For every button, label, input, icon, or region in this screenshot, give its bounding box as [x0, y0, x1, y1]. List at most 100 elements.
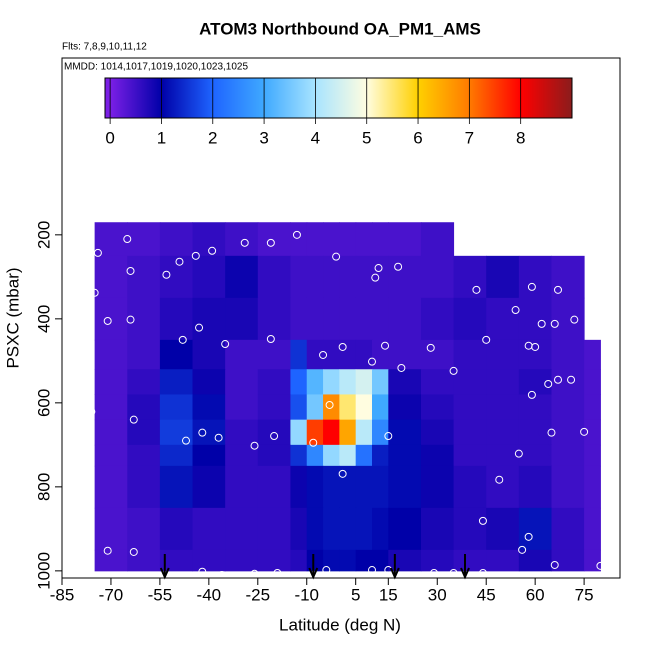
- colorbar-stripe: [357, 78, 359, 118]
- colorbar-stripe: [160, 78, 162, 118]
- observation-point: [394, 262, 403, 271]
- colorbar-stripe: [200, 78, 202, 118]
- colorbar-stripe: [185, 78, 187, 118]
- colorbar-stripe: [338, 78, 340, 118]
- colorbar-stripe: [458, 78, 460, 118]
- observation-point: [126, 266, 135, 275]
- colorbar-stripe: [225, 78, 227, 118]
- heatmap-cell: [453, 255, 487, 299]
- x-tick-label: -55: [148, 585, 173, 604]
- heatmap-cell: [306, 465, 324, 509]
- observation-point: [178, 335, 187, 344]
- colorbar-stripe: [466, 78, 468, 118]
- colorbar-stripe: [383, 78, 385, 118]
- colorbar-stripe: [404, 78, 406, 118]
- heatmap-cell: [453, 394, 487, 421]
- x-tick-label: -70: [99, 585, 124, 604]
- colorbar-stripe: [553, 78, 555, 118]
- colorbar-stripe: [377, 78, 379, 118]
- colorbar-stripe: [222, 78, 224, 118]
- colorbar-stripe: [304, 78, 306, 118]
- heatmap-cell: [372, 339, 389, 370]
- heatmap-cell: [257, 297, 291, 341]
- observation-point: [270, 432, 279, 441]
- heatmap-cell: [257, 369, 291, 395]
- heatmap-cell: [290, 297, 308, 341]
- observation-point: [580, 427, 589, 436]
- colorbar-stripe: [223, 78, 225, 118]
- colorbar-stripe: [442, 78, 444, 118]
- colorbar-stripe: [254, 78, 256, 118]
- colorbar-stripe: [494, 78, 496, 118]
- colorbar-stripe: [422, 78, 424, 118]
- observation-point: [524, 532, 533, 541]
- colorbar-stripe: [431, 78, 433, 118]
- colorbar-stripe: [564, 78, 566, 118]
- colorbar-stripe: [210, 78, 212, 118]
- colorbar-stripe: [297, 78, 299, 118]
- heatmap-cell: [420, 394, 455, 421]
- colorbar-stripe: [551, 78, 553, 118]
- heatmap-cell: [551, 339, 585, 370]
- colorbar-stripe: [378, 78, 380, 118]
- x-tick-label: -40: [197, 585, 222, 604]
- heatmap-cell: [127, 419, 161, 446]
- colorbar-stripe: [111, 78, 113, 118]
- colorbar-stripe: [434, 78, 436, 118]
- colorbar-stripe: [541, 78, 543, 118]
- colorbar-stripe: [509, 78, 511, 118]
- colorbar-stripe: [307, 78, 309, 118]
- colorbar-stripe: [110, 78, 112, 118]
- observation-point: [518, 545, 527, 554]
- colorbar-stripe: [353, 78, 355, 118]
- colorbar-stripe: [158, 78, 160, 118]
- heatmap-cell: [159, 465, 194, 509]
- heatmap-cell: [290, 444, 308, 467]
- colorbar-stripe: [171, 78, 173, 118]
- colorbar-stripe: [317, 78, 319, 118]
- colorbar-stripe: [136, 78, 138, 118]
- colorbar-stripe: [119, 78, 121, 118]
- colorbar-stripe: [448, 78, 450, 118]
- observation-point: [273, 568, 282, 577]
- heatmap-cell: [518, 444, 552, 467]
- colorbar-stripe: [504, 78, 506, 118]
- heatmap-cell: [355, 507, 373, 551]
- colorbar-stripe: [312, 78, 314, 118]
- colorbar-stripe: [106, 78, 108, 118]
- colorbar-stripe: [178, 78, 180, 118]
- observation-point: [195, 323, 204, 332]
- colorbar-stripe: [432, 78, 434, 118]
- colorbar-stripe: [285, 78, 287, 118]
- colorbar-stripe: [403, 78, 405, 118]
- heatmap-cell: [518, 255, 552, 299]
- colorbar-stripe: [234, 78, 236, 118]
- x-axis-title: Latitude (deg N): [279, 615, 401, 634]
- heatmap-cell: [159, 297, 194, 341]
- heatmap-cell: [127, 255, 161, 299]
- arrow-head: [389, 567, 400, 580]
- heatmap-cell: [518, 465, 552, 509]
- observation-point: [596, 561, 605, 570]
- colorbar-stripe: [527, 78, 529, 118]
- observation-point: [332, 252, 341, 261]
- observation-point: [495, 475, 504, 484]
- colorbar-stripe: [166, 78, 168, 118]
- colorbar-stripe: [206, 78, 208, 118]
- colorbar-stripe: [394, 78, 396, 118]
- colorbar-stripe: [385, 78, 387, 118]
- colorbar-stripe: [429, 78, 431, 118]
- heatmap-cell: [388, 394, 422, 421]
- colorbar-stripe: [379, 78, 381, 118]
- heatmap-cell: [94, 369, 128, 395]
- colorbar-stripe: [531, 78, 533, 118]
- colorbar-stripe: [455, 78, 457, 118]
- colorbar-stripe: [114, 78, 116, 118]
- colorbar-stripe: [272, 78, 274, 118]
- colorbar-stripe: [329, 78, 331, 118]
- colorbar-stripe: [521, 78, 523, 118]
- colorbar-stripe: [319, 78, 321, 118]
- colorbar-stripe: [140, 78, 142, 118]
- colorbar-stripe: [560, 78, 562, 118]
- heatmap-cell: [127, 339, 161, 370]
